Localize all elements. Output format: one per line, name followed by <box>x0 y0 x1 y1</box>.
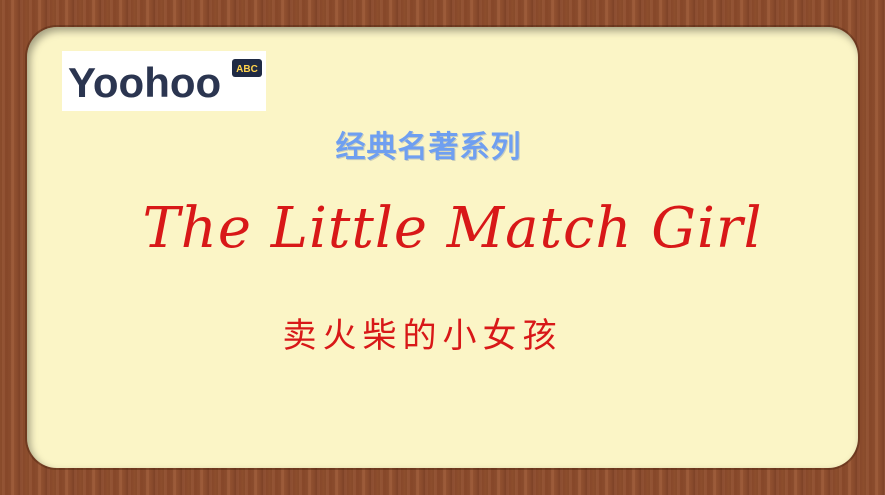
logo-badge-label: ABC <box>236 64 258 75</box>
chinese-title: 卖火柴的小女孩 <box>282 316 563 356</box>
series-subtitle: 经典名著系列 <box>335 130 522 165</box>
logo: Yoohoo ABC <box>62 51 266 111</box>
logo-wordmark: Yoohoo <box>68 59 221 106</box>
logo-badge: ABC <box>232 59 262 77</box>
page-title: The Little Match Girl <box>142 196 763 261</box>
logo-graphic: Yoohoo ABC <box>68 59 262 106</box>
